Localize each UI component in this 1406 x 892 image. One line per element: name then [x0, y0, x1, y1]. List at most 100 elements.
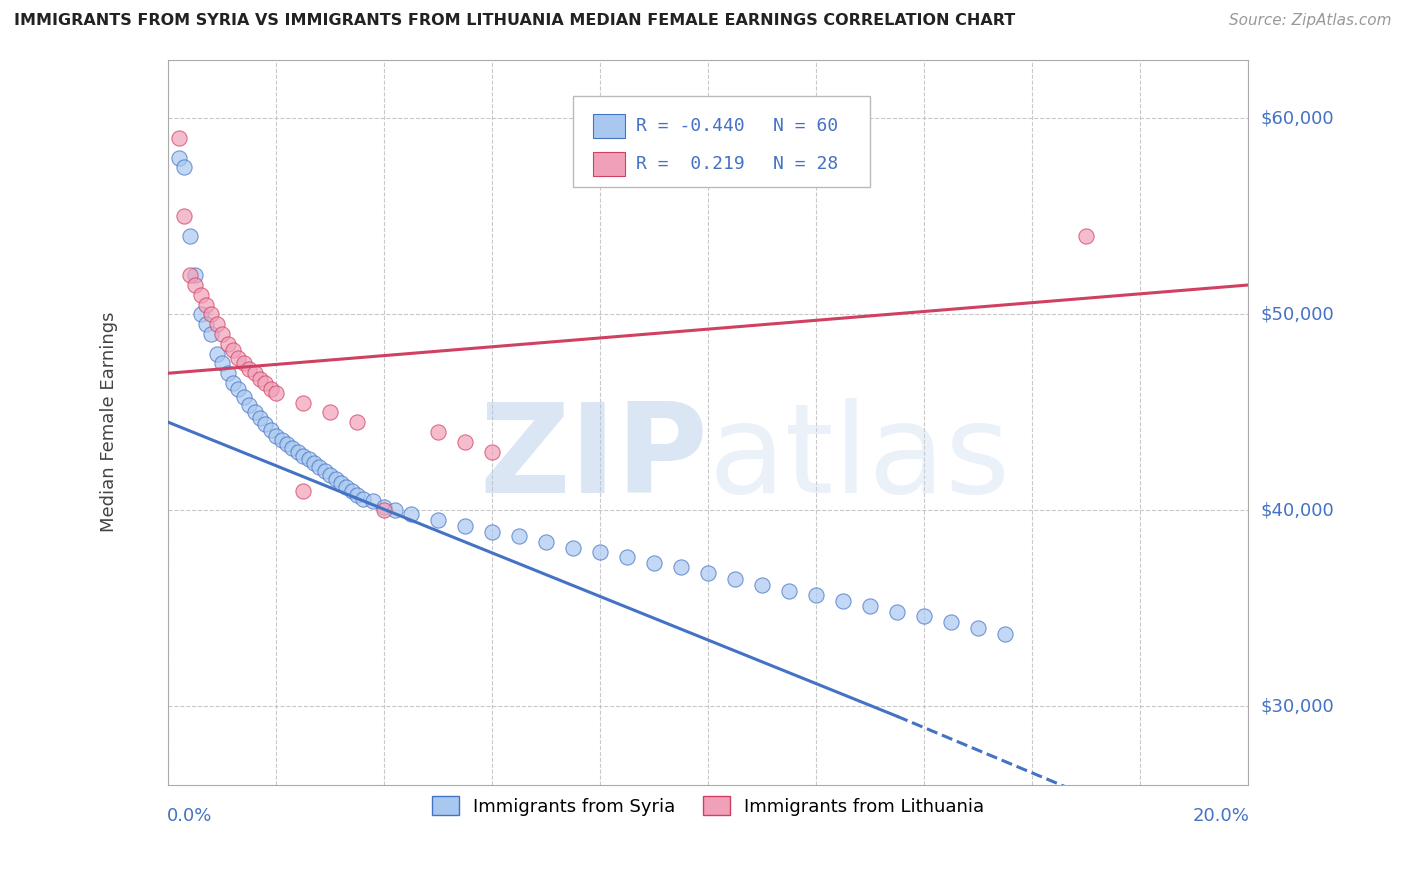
- Point: [243, 405, 266, 419]
- Point: [217, 336, 239, 351]
- Point: [427, 513, 450, 527]
- Point: [319, 405, 342, 419]
- FancyBboxPatch shape: [592, 153, 626, 177]
- Text: 0.0%: 0.0%: [167, 806, 212, 824]
- Point: [384, 503, 406, 517]
- Text: $50,000: $50,000: [1261, 305, 1334, 324]
- Point: [173, 161, 195, 175]
- Point: [211, 356, 233, 370]
- Point: [173, 210, 195, 224]
- Point: [804, 588, 827, 602]
- Point: [697, 566, 720, 581]
- Point: [190, 307, 212, 321]
- Point: [302, 457, 325, 471]
- Text: R = -0.440: R = -0.440: [636, 117, 745, 135]
- Point: [254, 417, 277, 432]
- Point: [264, 385, 287, 400]
- Point: [832, 593, 855, 607]
- Point: [373, 503, 395, 517]
- Point: [427, 425, 450, 439]
- Point: [724, 572, 747, 586]
- Point: [238, 398, 260, 412]
- Point: [778, 583, 800, 598]
- Point: [751, 578, 773, 592]
- Text: Median Female Earnings: Median Female Earnings: [100, 312, 118, 533]
- Point: [335, 480, 357, 494]
- Point: [616, 550, 638, 565]
- Point: [167, 131, 190, 145]
- Text: ZIP: ZIP: [479, 398, 709, 519]
- Point: [912, 609, 935, 624]
- Point: [314, 464, 336, 478]
- Point: [205, 346, 228, 360]
- Point: [195, 317, 218, 331]
- Point: [200, 326, 222, 341]
- Point: [222, 376, 245, 390]
- Point: [298, 452, 321, 467]
- Point: [994, 627, 1017, 641]
- Point: [939, 615, 962, 630]
- Point: [200, 307, 222, 321]
- Point: [190, 288, 212, 302]
- Point: [319, 468, 342, 483]
- Point: [167, 151, 190, 165]
- Legend: Immigrants from Syria, Immigrants from Lithuania: Immigrants from Syria, Immigrants from L…: [425, 789, 991, 823]
- Point: [562, 541, 585, 555]
- Point: [352, 491, 374, 506]
- Point: [1074, 229, 1097, 244]
- Point: [211, 326, 233, 341]
- Point: [276, 437, 298, 451]
- Text: N = 60: N = 60: [773, 117, 838, 135]
- FancyBboxPatch shape: [592, 114, 626, 138]
- Point: [589, 544, 612, 558]
- Text: 20.0%: 20.0%: [1192, 806, 1249, 824]
- Point: [481, 524, 503, 539]
- Point: [179, 268, 201, 283]
- Point: [205, 317, 228, 331]
- Text: $30,000: $30,000: [1261, 698, 1334, 715]
- Point: [292, 483, 315, 498]
- Point: [217, 366, 239, 380]
- Point: [534, 534, 557, 549]
- Point: [249, 372, 271, 386]
- Text: N = 28: N = 28: [773, 155, 838, 173]
- Text: atlas: atlas: [709, 398, 1011, 519]
- Point: [454, 519, 477, 533]
- Point: [340, 483, 363, 498]
- Point: [363, 493, 385, 508]
- Point: [249, 411, 271, 425]
- Point: [228, 382, 250, 396]
- Point: [330, 475, 353, 490]
- Point: [346, 488, 368, 502]
- Point: [260, 382, 283, 396]
- Text: $60,000: $60,000: [1261, 110, 1334, 128]
- Point: [886, 606, 908, 620]
- Text: IMMIGRANTS FROM SYRIA VS IMMIGRANTS FROM LITHUANIA MEDIAN FEMALE EARNINGS CORREL: IMMIGRANTS FROM SYRIA VS IMMIGRANTS FROM…: [14, 13, 1015, 29]
- Point: [260, 423, 283, 437]
- Point: [232, 390, 254, 404]
- Point: [308, 460, 330, 475]
- Point: [195, 298, 218, 312]
- Point: [292, 449, 315, 463]
- Point: [287, 444, 309, 458]
- Point: [270, 433, 292, 447]
- Text: R =  0.219: R = 0.219: [636, 155, 745, 173]
- Text: Source: ZipAtlas.com: Source: ZipAtlas.com: [1229, 13, 1392, 29]
- Text: $40,000: $40,000: [1261, 501, 1334, 519]
- Point: [238, 362, 260, 376]
- Point: [179, 229, 201, 244]
- Point: [373, 500, 395, 514]
- Point: [967, 621, 990, 635]
- Point: [228, 351, 250, 365]
- Point: [243, 366, 266, 380]
- Point: [508, 529, 530, 543]
- Point: [669, 560, 692, 574]
- FancyBboxPatch shape: [574, 95, 870, 186]
- Point: [292, 395, 315, 409]
- Point: [222, 343, 245, 357]
- Point: [399, 508, 422, 522]
- Point: [346, 415, 368, 429]
- Point: [454, 434, 477, 449]
- Point: [325, 472, 347, 486]
- Point: [643, 557, 665, 571]
